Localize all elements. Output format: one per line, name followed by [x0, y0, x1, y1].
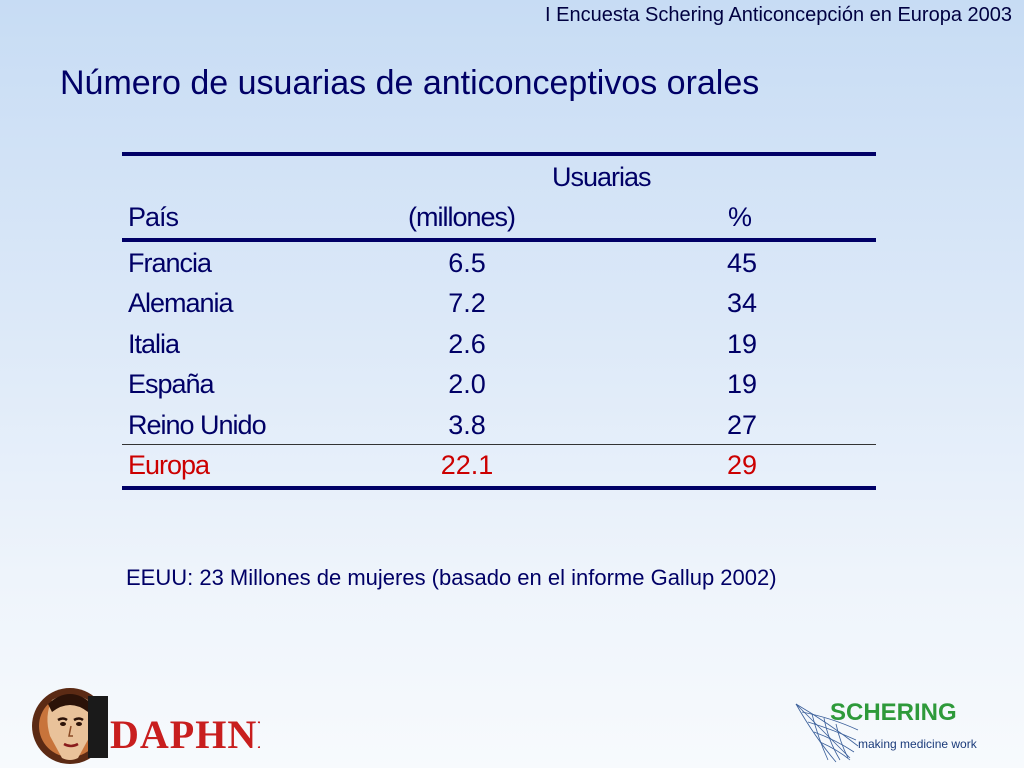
row-percent: 19: [726, 329, 758, 359]
row-country: Alemania: [128, 288, 234, 318]
row-users: 2.6: [448, 329, 486, 359]
slide-title: Número de usuarias de anticonceptivos or…: [60, 64, 760, 102]
row-country: España: [128, 369, 215, 399]
table-bottom-rule: [122, 486, 876, 490]
column-header-country: País: [128, 202, 179, 232]
column-header-percent: %: [728, 202, 752, 232]
schering-tagline: making medicine work: [858, 737, 978, 751]
row-country: Italia: [128, 329, 180, 359]
row-percent: 19: [726, 369, 758, 399]
daphne-logo: DAPHNE: [32, 688, 260, 764]
row-country: Francia: [128, 248, 212, 278]
column-header-users: Usuarias: [552, 162, 652, 192]
row-percent: 27: [726, 410, 758, 440]
table-header-rule: [122, 238, 876, 242]
survey-header: I Encuesta Schering Anticoncepción en Eu…: [545, 4, 1012, 26]
row-users: 3.8: [448, 410, 486, 440]
row-percent: 34: [726, 288, 758, 318]
users-table: Usuarias País (millones) % Francia 6.5 4…: [122, 152, 876, 490]
table-total-rule: [122, 444, 876, 445]
row-users: 2.0: [448, 369, 486, 399]
row-users: 7.2: [448, 288, 486, 318]
schering-logo: SCHERING making medicine work: [795, 699, 978, 763]
row-percent: 45: [726, 248, 758, 278]
column-header-users-unit: (millones): [408, 202, 516, 232]
row-country: Reino Unido: [128, 410, 267, 440]
daphne-wordmark: DAPHNE: [110, 712, 260, 757]
total-country: Europa: [128, 450, 210, 480]
schering-wordmark: SCHERING: [830, 699, 957, 726]
table-top-rule: [122, 152, 876, 156]
us-footnote: EEUU: 23 Millones de mujeres (basado en …: [126, 565, 777, 590]
total-percent: 29: [726, 450, 758, 480]
row-users: 6.5: [448, 248, 486, 278]
total-users: 22.1: [440, 450, 494, 480]
